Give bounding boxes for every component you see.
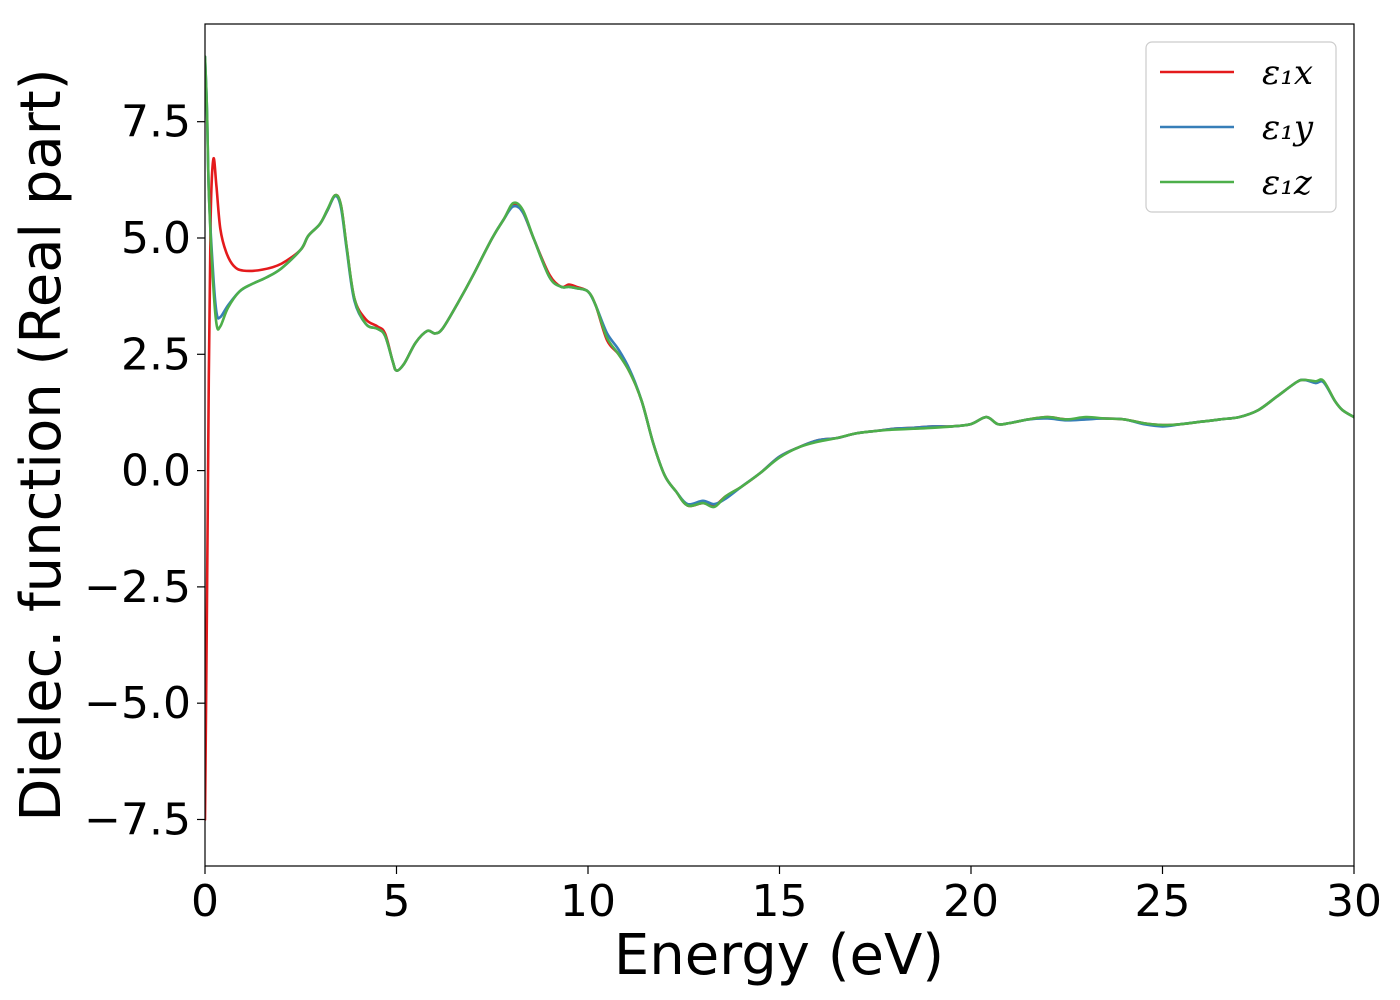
legend-label-eps1-z: ε₁z (1262, 163, 1313, 203)
legend-box (1145, 41, 1337, 213)
y-axis-ticks: −7.5 −5.0 −2.5 0.0 2.5 5.0 7.5 (84, 97, 205, 845)
x-tick-label: 10 (560, 876, 616, 927)
y-tick-label: 0.0 (121, 446, 191, 497)
y-axis-label: Dielec. function (Real part) (9, 68, 74, 821)
series-line-eps1-z (205, 55, 1354, 509)
x-axis-label: Energy (eV) (614, 923, 944, 988)
legend: ε₁x ε₁y ε₁z (1145, 41, 1337, 213)
legend-label-eps1-y: ε₁y (1262, 108, 1314, 148)
y-tick-label: 2.5 (121, 329, 191, 380)
x-tick-label: 5 (383, 876, 411, 927)
legend-label-eps1-x: ε₁x (1262, 53, 1313, 93)
series-layer (205, 55, 1354, 821)
y-tick-label: −5.0 (84, 678, 191, 729)
y-tick-label: 7.5 (121, 97, 191, 148)
x-tick-label: 0 (191, 876, 219, 927)
x-tick-label: 20 (943, 876, 999, 927)
y-tick-label: −2.5 (84, 562, 191, 613)
x-tick-label: 30 (1326, 876, 1382, 927)
x-tick-label: 25 (1135, 876, 1191, 927)
y-tick-label: −7.5 (84, 794, 191, 845)
y-tick-label: 5.0 (121, 213, 191, 264)
x-axis-ticks: 0 5 10 15 20 25 30 (191, 866, 1382, 927)
x-tick-label: 15 (752, 876, 808, 927)
